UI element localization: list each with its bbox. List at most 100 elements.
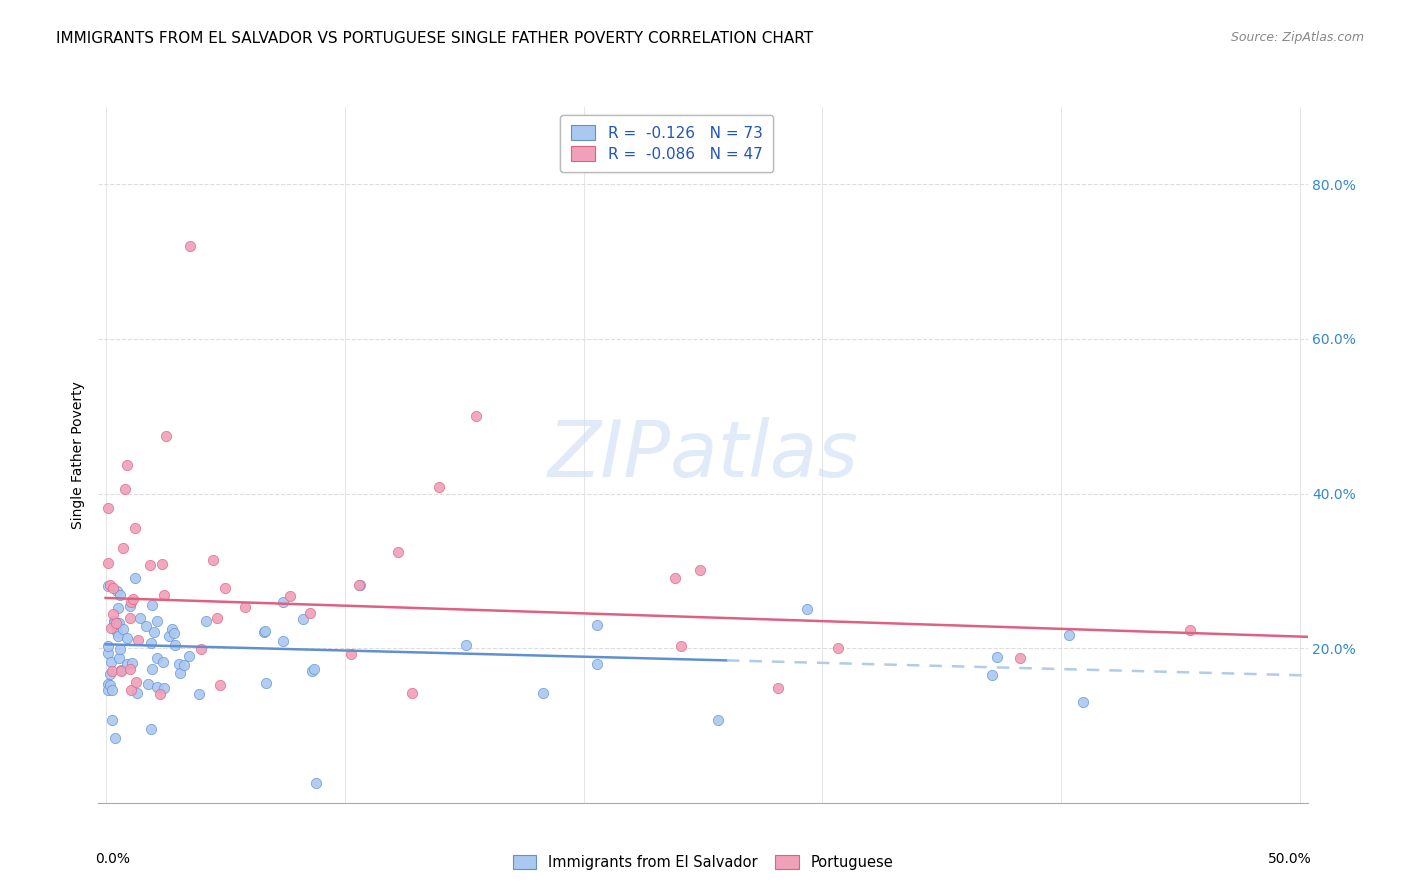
Point bbox=[115, 657, 138, 671]
Point bbox=[101, 582, 124, 596]
Point bbox=[152, 655, 174, 669]
Point bbox=[1180, 624, 1202, 638]
Point bbox=[141, 599, 163, 613]
Point bbox=[252, 624, 274, 639]
Point bbox=[124, 521, 146, 535]
Point bbox=[103, 615, 125, 630]
Point bbox=[135, 618, 157, 632]
Point bbox=[110, 665, 132, 679]
Point bbox=[97, 639, 120, 653]
Point bbox=[100, 621, 122, 635]
Point bbox=[340, 647, 363, 661]
Point bbox=[980, 668, 1002, 682]
Point bbox=[827, 640, 849, 655]
Point bbox=[97, 557, 120, 571]
Point bbox=[97, 682, 120, 697]
Point bbox=[121, 656, 143, 670]
Point bbox=[120, 599, 142, 614]
Point bbox=[305, 776, 328, 790]
Point bbox=[100, 683, 122, 698]
Text: Source: ZipAtlas.com: Source: ZipAtlas.com bbox=[1230, 31, 1364, 45]
Point bbox=[291, 612, 314, 626]
Point bbox=[531, 685, 554, 699]
Point bbox=[98, 578, 121, 592]
Point bbox=[347, 578, 370, 592]
Point bbox=[120, 662, 142, 676]
Point bbox=[209, 678, 232, 692]
Point bbox=[278, 589, 301, 603]
Point bbox=[108, 650, 131, 665]
Point bbox=[194, 614, 217, 628]
Point bbox=[254, 675, 277, 690]
Point bbox=[97, 579, 120, 593]
Point bbox=[162, 622, 184, 636]
Text: IMMIGRANTS FROM EL SALVADOR VS PORTUGUESE SINGLE FATHER POVERTY CORRELATION CHAR: IMMIGRANTS FROM EL SALVADOR VS PORTUGUES… bbox=[56, 31, 813, 46]
Point bbox=[190, 641, 212, 656]
Point bbox=[111, 541, 134, 556]
Point bbox=[98, 678, 121, 692]
Point bbox=[108, 615, 131, 630]
Point bbox=[152, 681, 174, 695]
Point bbox=[301, 664, 323, 678]
Point bbox=[115, 458, 138, 473]
Point bbox=[150, 557, 173, 571]
Point bbox=[104, 616, 127, 631]
Point bbox=[98, 667, 121, 681]
Point bbox=[117, 631, 139, 645]
Point bbox=[110, 641, 132, 656]
Point bbox=[671, 639, 693, 653]
Point bbox=[349, 577, 371, 591]
Point bbox=[107, 629, 129, 643]
Point bbox=[136, 677, 159, 691]
Point bbox=[100, 655, 122, 669]
Y-axis label: Single Father Poverty: Single Father Poverty bbox=[72, 381, 86, 529]
Point bbox=[125, 686, 148, 700]
Point bbox=[100, 664, 122, 678]
Point bbox=[107, 616, 129, 631]
Point bbox=[103, 607, 125, 621]
Point bbox=[127, 632, 149, 647]
Point bbox=[149, 687, 172, 701]
Point bbox=[173, 657, 195, 672]
Point bbox=[101, 713, 124, 727]
Point bbox=[253, 624, 276, 639]
Point bbox=[110, 664, 132, 678]
Point bbox=[233, 600, 256, 615]
Point bbox=[120, 594, 142, 608]
Point bbox=[271, 634, 294, 648]
Point bbox=[141, 636, 163, 650]
Legend: Immigrants from El Salvador, Portuguese: Immigrants from El Salvador, Portuguese bbox=[508, 849, 898, 876]
Point bbox=[427, 480, 450, 494]
Point bbox=[1008, 650, 1031, 665]
Point bbox=[108, 588, 131, 602]
Point bbox=[107, 601, 129, 615]
Point bbox=[401, 686, 423, 700]
Point bbox=[105, 584, 128, 599]
Point bbox=[97, 676, 120, 690]
Point bbox=[103, 614, 125, 628]
Point bbox=[165, 638, 187, 652]
Point bbox=[707, 714, 730, 728]
Point bbox=[796, 602, 818, 616]
Point bbox=[120, 610, 142, 624]
Point bbox=[169, 666, 191, 681]
Point bbox=[139, 722, 162, 736]
Point bbox=[141, 662, 163, 676]
Point bbox=[1057, 628, 1080, 642]
Point bbox=[97, 500, 120, 515]
Point bbox=[179, 239, 201, 253]
Point bbox=[155, 428, 177, 442]
Point bbox=[120, 682, 142, 697]
Text: 50.0%: 50.0% bbox=[1267, 852, 1312, 865]
Point bbox=[387, 545, 409, 559]
Point bbox=[271, 595, 294, 609]
Point bbox=[766, 681, 789, 696]
Point bbox=[214, 581, 236, 595]
Point bbox=[664, 571, 686, 585]
Point bbox=[299, 606, 322, 620]
Point bbox=[146, 650, 169, 665]
Point bbox=[114, 482, 136, 496]
Point bbox=[689, 563, 711, 577]
Point bbox=[157, 629, 180, 643]
Point bbox=[454, 638, 477, 652]
